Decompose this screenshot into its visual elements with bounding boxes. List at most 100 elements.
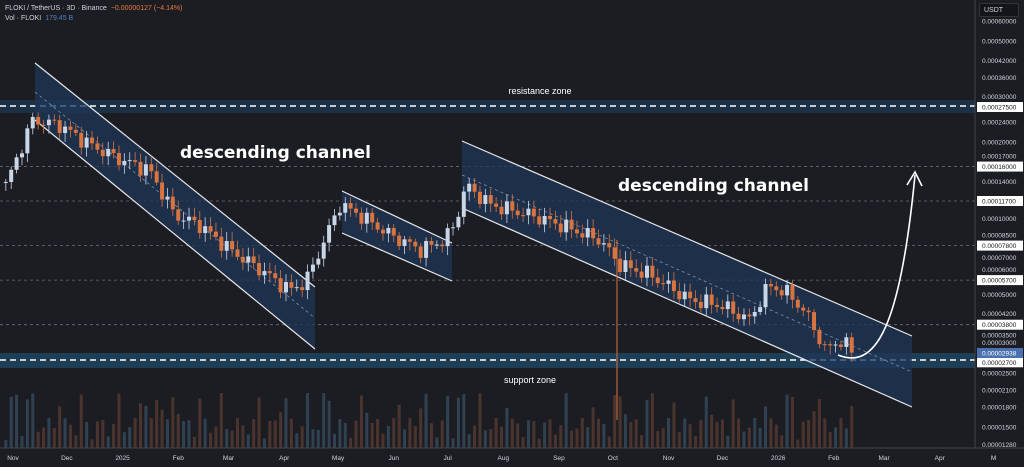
volume-bar	[9, 396, 13, 448]
candle	[289, 274, 294, 296]
projection-arrow[interactable]	[837, 174, 916, 359]
candle	[849, 332, 854, 362]
volume-bar	[36, 431, 40, 448]
volume-bar	[268, 420, 272, 448]
candle	[176, 200, 181, 226]
level-tag-label: 0.00016000	[982, 164, 1017, 171]
candle	[73, 123, 78, 137]
candle-body	[219, 236, 224, 251]
candle-body	[337, 212, 342, 216]
level-tag	[977, 161, 1023, 172]
candle	[337, 206, 342, 221]
channel-right-label: descending channel	[618, 176, 809, 196]
channel-1[interactable]	[34, 62, 316, 350]
candle	[246, 247, 251, 272]
candle-body	[176, 209, 181, 221]
currency-unit-button[interactable]: USDT	[979, 3, 1019, 17]
volume-bar	[144, 405, 148, 448]
candle-body	[391, 227, 396, 236]
volume-bar	[171, 397, 175, 448]
volume-value: 179.45 B	[45, 15, 74, 22]
time-axis[interactable]: Nov Dec 2025 Feb Mar Apr May Jun Jul Aug Sep Oct Nov…	[7, 455, 996, 462]
volume-bar	[15, 394, 19, 448]
candle	[310, 257, 315, 279]
candle	[634, 259, 639, 278]
time-tick-label: Apr	[935, 455, 946, 462]
candle-body	[725, 301, 730, 310]
candle-body	[639, 271, 644, 278]
last-price-tag	[977, 348, 1023, 359]
candle-body	[380, 229, 385, 234]
candle	[488, 188, 493, 213]
channel-3[interactable]	[461, 140, 913, 408]
candle-body	[257, 263, 262, 276]
level-tag	[977, 357, 1023, 368]
volume-bar	[343, 422, 347, 448]
volume-bar	[785, 394, 789, 448]
candle	[451, 222, 456, 236]
candle-body	[84, 137, 89, 148]
candle	[181, 211, 186, 229]
y-tick-label: 0.00005000	[982, 292, 1017, 299]
candle	[68, 120, 73, 138]
volume-bar	[381, 433, 385, 448]
symbol-title[interactable]: FLOKI / TetherUS · 3D · Binance	[5, 5, 107, 12]
candle-body	[165, 196, 170, 200]
volume-bar	[52, 428, 56, 448]
volume-bar	[122, 432, 126, 448]
level-tag	[977, 102, 1023, 112]
candle	[380, 225, 385, 241]
candle	[569, 210, 574, 238]
candle	[63, 120, 68, 142]
volume-bar	[720, 419, 724, 448]
volume-bar	[311, 429, 315, 448]
candle-body	[499, 206, 504, 215]
time-tick-label: Oct	[608, 455, 618, 462]
candle-body	[736, 313, 741, 320]
time-tick-label: Sep	[553, 455, 565, 462]
candle	[833, 340, 838, 353]
time-tick-label: Dec	[61, 455, 73, 462]
candle	[25, 124, 30, 163]
candle	[348, 197, 353, 217]
candle-body	[52, 119, 57, 121]
candle-body	[542, 215, 547, 225]
candle-body	[46, 119, 51, 126]
candle	[14, 153, 19, 174]
volume-bar	[128, 427, 132, 448]
candle-body	[822, 344, 827, 346]
candle-body	[537, 216, 542, 225]
price-axis[interactable]	[975, 0, 1024, 467]
volume-bars	[4, 393, 854, 448]
candle	[715, 297, 720, 313]
volume-bar	[516, 423, 520, 448]
candle-body	[510, 201, 515, 211]
volume-bar	[370, 422, 374, 448]
candle-body	[440, 244, 445, 247]
candle-body	[111, 149, 116, 154]
channel-2[interactable]	[341, 190, 453, 282]
candle-body	[375, 222, 380, 230]
candle-body	[90, 137, 95, 144]
volume-bar	[419, 408, 423, 448]
candle-body	[213, 231, 218, 237]
volume-bar	[413, 426, 417, 448]
candle	[327, 218, 332, 252]
volume-bar	[526, 420, 530, 448]
volume-bar	[726, 435, 730, 448]
candle	[154, 162, 159, 186]
volume-bar	[672, 402, 676, 448]
candle	[230, 232, 235, 257]
volume-bar	[359, 395, 363, 448]
candle	[224, 232, 229, 260]
candle-body	[370, 212, 375, 223]
volume-bar	[532, 421, 536, 448]
volume-bar	[586, 427, 590, 448]
candle	[618, 249, 623, 276]
candle	[838, 340, 843, 351]
volume-bar	[155, 400, 159, 448]
candle-body	[488, 195, 493, 204]
candle	[95, 136, 100, 154]
volume-bar	[31, 393, 35, 448]
